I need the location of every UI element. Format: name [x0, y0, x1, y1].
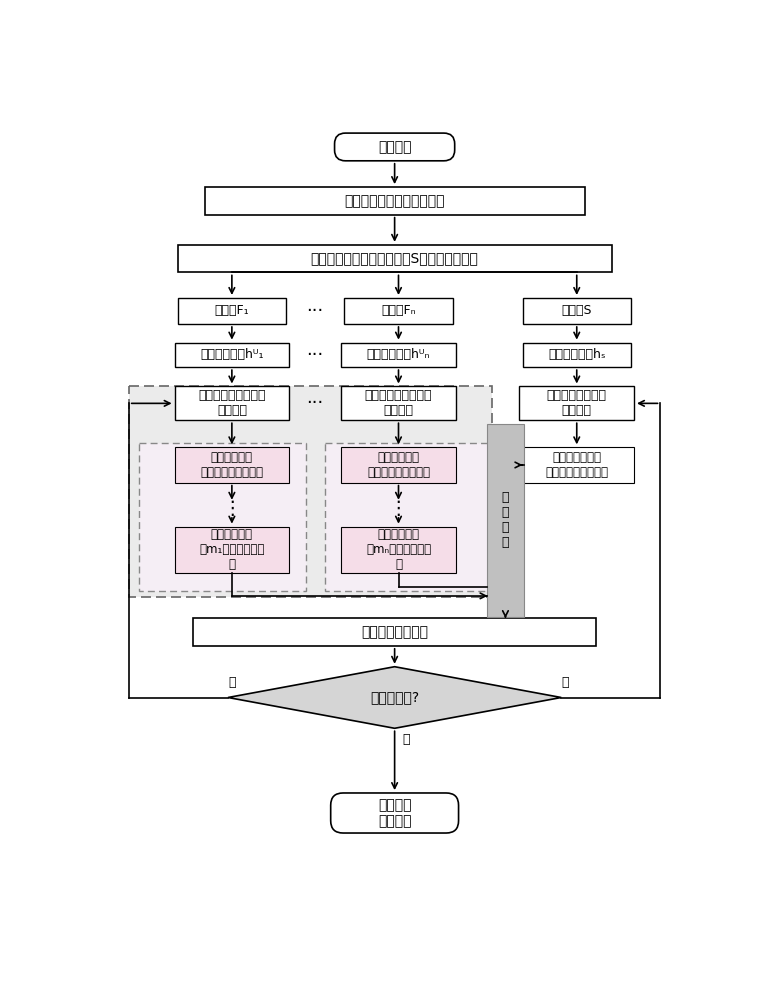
Bar: [175, 527, 290, 573]
Bar: [523, 343, 631, 367]
Bar: [175, 386, 290, 420]
Text: 否: 否: [561, 676, 569, 689]
Text: 快系统F₁: 快系统F₁: [215, 304, 249, 317]
Text: 仿真时间到?: 仿真时间到?: [370, 690, 419, 704]
Text: 设置仿真步长hᵁₙ: 设置仿真步长hᵁₙ: [367, 348, 430, 361]
Text: 快系统Fₙ: 快系统Fₙ: [381, 304, 416, 317]
Bar: [523, 298, 631, 324]
Text: 否: 否: [228, 676, 236, 689]
Text: 协
调
修
正: 协 调 修 正: [502, 491, 509, 549]
Polygon shape: [228, 667, 561, 728]
Bar: [178, 245, 611, 272]
Text: ⋮: ⋮: [389, 499, 408, 518]
Text: 整体系统潮流计算与初始化: 整体系统潮流计算与初始化: [344, 194, 445, 208]
FancyBboxPatch shape: [334, 133, 455, 161]
Bar: [139, 443, 306, 591]
Bar: [341, 386, 456, 420]
Bar: [175, 447, 290, 483]
Text: 预测接口变量
第一步电磁暂态计算: 预测接口变量 第一步电磁暂态计算: [200, 451, 263, 479]
Text: 设置仿真步长hᵁ₁: 设置仿真步长hᵁ₁: [200, 348, 263, 361]
Bar: [520, 447, 634, 483]
Bar: [341, 447, 456, 483]
Bar: [129, 386, 491, 597]
Bar: [341, 343, 456, 367]
Bar: [178, 298, 286, 324]
Bar: [175, 343, 290, 367]
Text: ···: ···: [306, 394, 323, 412]
Text: 将整个系统分成一个慢系统S和多个快子系统: 将整个系统分成一个慢系统S和多个快子系统: [310, 252, 479, 266]
Text: ···: ···: [306, 346, 323, 364]
Bar: [344, 298, 453, 324]
Text: 预测接口变量
第m₁步电磁暂态计
算: 预测接口变量 第m₁步电磁暂态计 算: [199, 528, 265, 571]
Bar: [325, 443, 491, 591]
Bar: [520, 386, 634, 420]
Text: 建立诺顿等效电路
作为接口: 建立诺顿等效电路 作为接口: [547, 389, 607, 417]
Text: 开始仿真: 开始仿真: [378, 140, 411, 154]
Text: 慢系统S: 慢系统S: [561, 304, 592, 317]
Text: 建立戴维南等效电路
作为接口: 建立戴维南等效电路 作为接口: [198, 389, 266, 417]
Bar: [193, 618, 596, 646]
Text: ⋮: ⋮: [222, 499, 242, 518]
Text: 均值化接口变量
慢系统电磁暂态计算: 均值化接口变量 慢系统电磁暂态计算: [545, 451, 608, 479]
Bar: [341, 527, 456, 573]
Text: 设置仿真步长hₛ: 设置仿真步长hₛ: [548, 348, 605, 361]
Text: 是: 是: [403, 733, 410, 746]
Text: ···: ···: [306, 302, 323, 320]
Bar: [205, 187, 584, 215]
Text: 仿真结束
输出数据: 仿真结束 输出数据: [378, 798, 411, 828]
Text: 预测接口变量
第mₙ步电磁暂态计
算: 预测接口变量 第mₙ步电磁暂态计 算: [366, 528, 431, 571]
Bar: [487, 424, 524, 617]
Text: 预测接口变量
第一步电磁暂态计算: 预测接口变量 第一步电磁暂态计算: [367, 451, 430, 479]
FancyBboxPatch shape: [330, 793, 459, 833]
Text: 建立戴维南等效电路
作为接口: 建立戴维南等效电路 作为接口: [365, 389, 432, 417]
Text: 接口变量状态修正: 接口变量状态修正: [361, 625, 428, 639]
